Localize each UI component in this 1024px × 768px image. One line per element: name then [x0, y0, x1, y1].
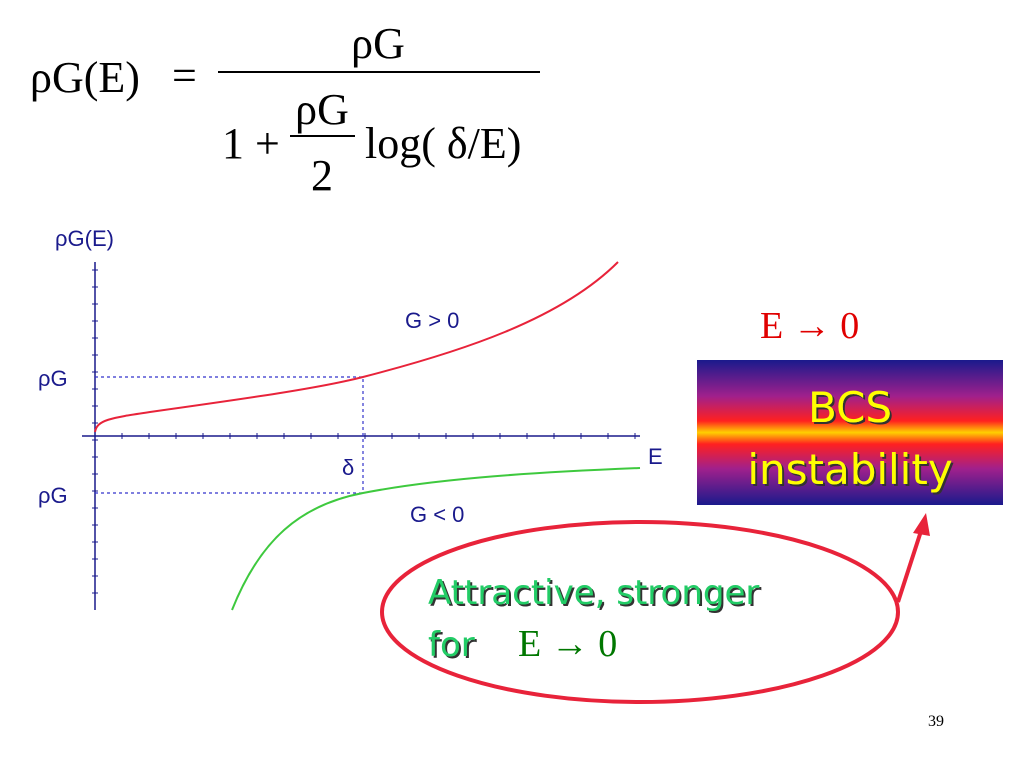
positive-curve-label: G > 0	[405, 308, 459, 333]
formula: ρG(E) = ρG 1 + ρG 2 log( δ/E)	[30, 19, 540, 200]
limit-label: E → 0	[760, 305, 859, 347]
y-axis-label: ρG(E)	[55, 226, 114, 251]
delta-label: δ	[342, 455, 354, 480]
note-line: Attractive, stronger	[428, 573, 759, 613]
note-ellipse	[380, 520, 900, 704]
formula-inner-denominator: 2	[311, 151, 333, 200]
upper-rho-g: ρG	[38, 366, 68, 391]
negative-curve	[231, 467, 641, 611]
bcs-box	[697, 360, 1003, 505]
axis-ticks	[92, 269, 636, 594]
note-limit: E → 0	[518, 623, 617, 665]
page-number: 39	[928, 713, 944, 730]
formula-equals: =	[172, 51, 197, 100]
lower-rho-g: ρG	[38, 483, 68, 508]
negative-curve-label: G < 0	[410, 502, 464, 527]
arrow-shaft	[896, 527, 924, 603]
arrow-head	[913, 513, 930, 536]
guide-lines	[95, 376, 364, 494]
bcs-subtitle: instability	[747, 445, 952, 494]
positive-curve	[94, 261, 619, 433]
formula-log-term: log( δ/E)	[365, 119, 521, 168]
formula-inner-numerator: ρG	[295, 85, 349, 134]
x-axis-label: E	[648, 444, 663, 469]
note-for: for	[428, 625, 475, 665]
formula-numerator: ρG	[351, 19, 405, 68]
plot: ρG(E) ρG ρG δ E G > 0 G < 0	[38, 226, 663, 611]
formula-denominator-prefix: 1 +	[222, 119, 280, 168]
bcs-title: BCS	[808, 383, 892, 432]
formula-lhs: ρG(E)	[30, 53, 140, 102]
